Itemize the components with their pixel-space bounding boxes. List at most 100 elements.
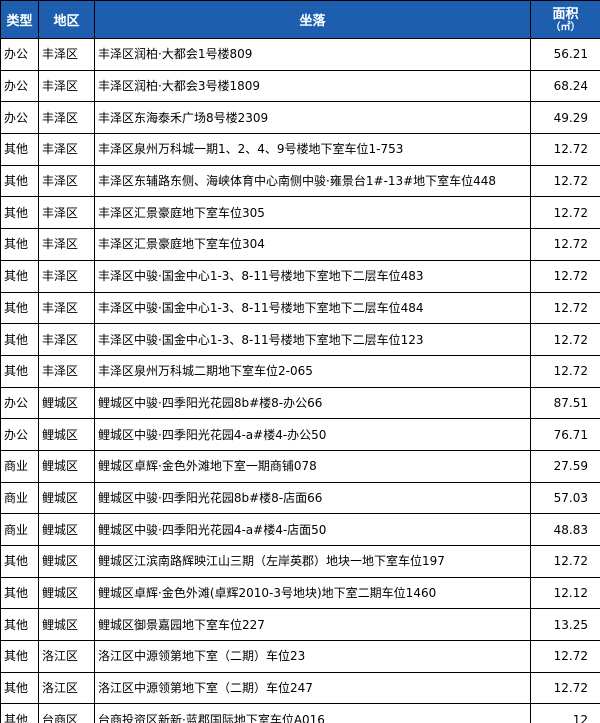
table-row: 其他 丰泽区 丰泽区东辅路东侧、海峡体育中心南侧中骏·雍景台1#-13#地下室车位4… — [0, 164, 600, 198]
district-cell: 丰泽区 — [38, 354, 95, 388]
table-row: 办公 鲤城区 鲤城区中骏·四季阳光花园4-a#楼4-办公50 76.71 — [0, 418, 600, 451]
table-header: 类型 地区 坐落 面积 （㎡） — [0, 0, 600, 39]
type-cell: 商业 — [0, 481, 39, 515]
header-text: 面积 — [552, 6, 579, 22]
district-cell: 鲤城区 — [38, 513, 95, 546]
type-cell: 其他 — [0, 354, 39, 388]
district-cell: 鲤城区 — [38, 608, 95, 642]
area-cell: 68.24 — [530, 69, 600, 103]
district-cell: 丰泽区 — [38, 69, 95, 103]
address-cell: 丰泽区东辅路东侧、海峡体育中心南侧中骏·雍景台1#-13#地下室车位448 — [94, 164, 531, 198]
district-cell: 鲤城区 — [38, 386, 95, 420]
table-row: 其他 鲤城区 鲤城区江滨南路辉映江山三期（左岸英郡）地块一地下室车位197 12.72 — [0, 545, 600, 578]
type-cell: 其他 — [0, 291, 39, 325]
district-cell: 丰泽区 — [38, 101, 95, 135]
area-cell: 12.12 — [530, 576, 600, 610]
district-cell: 鲤城区 — [38, 449, 95, 483]
table-row: 其他 洛江区 洛江区中源领第地下室（二期）车位247 12.72 — [0, 671, 600, 705]
type-cell: 办公 — [0, 69, 39, 103]
table-row: 商业 鲤城区 鲤城区卓辉·金色外滩地下室一期商铺078 27.59 — [0, 449, 600, 483]
area-cell: 12.72 — [530, 671, 600, 705]
table-row: 办公 丰泽区 丰泽区东海泰禾广场8号楼2309 49.29 — [0, 101, 600, 135]
area-cell: 49.29 — [530, 101, 600, 135]
type-cell: 办公 — [0, 38, 39, 71]
table-row: 其他 丰泽区 丰泽区中骏·国金中心1-3、8-11号楼地下室地下二层车位123 12.… — [0, 323, 600, 356]
type-cell: 商业 — [0, 513, 39, 546]
table-row: 其他 洛江区 洛江区中源领第地下室（二期）车位23 12.72 — [0, 640, 600, 673]
area-cell: 48.83 — [530, 513, 600, 546]
area-cell: 87.51 — [530, 386, 600, 420]
district-cell: 丰泽区 — [38, 291, 95, 325]
address-cell: 鲤城区江滨南路辉映江山三期（左岸英郡）地块一地下室车位197 — [94, 545, 531, 578]
area-cell: 13.25 — [530, 608, 600, 642]
district-cell: 丰泽区 — [38, 196, 95, 230]
header-cell: 地区 — [38, 0, 95, 39]
type-cell: 其他 — [0, 259, 39, 293]
district-cell: 鲤城区 — [38, 481, 95, 515]
table-row: 办公 鲤城区 鲤城区中骏·四季阳光花园8b#楼8-办公66 87.51 — [0, 386, 600, 420]
area-cell: 12.72 — [530, 196, 600, 230]
table-row: 其他 丰泽区 丰泽区汇景豪庭地下室车位305 12.72 — [0, 196, 600, 230]
type-cell: 其他 — [0, 196, 39, 230]
type-cell: 办公 — [0, 418, 39, 451]
type-cell: 其他 — [0, 640, 39, 673]
header-row: 类型 地区 坐落 面积 （㎡） — [0, 0, 600, 39]
area-cell: 56.21 — [530, 38, 600, 71]
header-cell: 面积 （㎡） — [530, 0, 600, 39]
type-cell: 其他 — [0, 228, 39, 261]
type-cell: 其他 — [0, 671, 39, 705]
area-cell: 12.72 — [530, 640, 600, 673]
address-cell: 鲤城区卓辉·金色外滩地下室一期商铺078 — [94, 449, 531, 483]
type-cell: 办公 — [0, 101, 39, 135]
address-cell: 丰泽区中骏·国金中心1-3、8-11号楼地下室地下二层车位123 — [94, 323, 531, 356]
district-cell: 丰泽区 — [38, 164, 95, 198]
type-cell: 其他 — [0, 164, 39, 198]
area-cell: 57.03 — [530, 481, 600, 515]
district-cell: 洛江区 — [38, 640, 95, 673]
address-cell: 鲤城区卓辉·金色外滩(卓辉2010-3号地块)地下室二期车位1460 — [94, 576, 531, 610]
area-cell: 12.72 — [530, 133, 600, 166]
address-cell: 丰泽区润柏·大都会3号楼1809 — [94, 69, 531, 103]
district-cell: 鲤城区 — [38, 545, 95, 578]
type-cell: 其他 — [0, 576, 39, 610]
district-cell: 鲤城区 — [38, 418, 95, 451]
address-cell: 洛江区中源领第地下室（二期）车位247 — [94, 671, 531, 705]
district-cell: 台商区 — [38, 703, 95, 723]
table-row: 其他 鲤城区 鲤城区卓辉·金色外滩(卓辉2010-3号地块)地下室二期车位1460 1… — [0, 576, 600, 610]
area-cell: 12.72 — [530, 323, 600, 356]
area-cell: 12.72 — [530, 259, 600, 293]
table-body: 办公 丰泽区 丰泽区润柏·大都会1号楼809 56.21 办公 丰泽区 丰泽区润柏·大都会3… — [0, 38, 600, 723]
table-row: 其他 丰泽区 丰泽区中骏·国金中心1-3、8-11号楼地下室地下二层车位484 12.… — [0, 291, 600, 325]
area-cell: 12.72 — [530, 164, 600, 198]
header-cell: 坐落 — [94, 0, 531, 39]
type-cell: 其他 — [0, 323, 39, 356]
address-cell: 鲤城区中骏·四季阳光花园4-a#楼4-店面50 — [94, 513, 531, 546]
address-cell: 鲤城区中骏·四季阳光花园8b#楼8-店面66 — [94, 481, 531, 515]
address-cell: 丰泽区汇景豪庭地下室车位305 — [94, 196, 531, 230]
table-row: 商业 鲤城区 鲤城区中骏·四季阳光花园4-a#楼4-店面50 48.83 — [0, 513, 600, 546]
table-row: 其他 丰泽区 丰泽区中骏·国金中心1-3、8-11号楼地下室地下二层车位483 12.… — [0, 259, 600, 293]
address-cell: 鲤城区御景嘉园地下室车位227 — [94, 608, 531, 642]
address-cell: 丰泽区润柏·大都会1号楼809 — [94, 38, 531, 71]
area-cell: 76.71 — [530, 418, 600, 451]
district-cell: 鲤城区 — [38, 576, 95, 610]
area-cell: 12.72 — [530, 354, 600, 388]
area-cell: 12.72 — [530, 291, 600, 325]
district-cell: 丰泽区 — [38, 228, 95, 261]
address-cell: 丰泽区中骏·国金中心1-3、8-11号楼地下室地下二层车位484 — [94, 291, 531, 325]
type-cell: 其他 — [0, 545, 39, 578]
type-cell: 办公 — [0, 386, 39, 420]
table-row: 其他 台商区 台商投资区新新·蓝郡国际地下室车位A016 12 — [0, 703, 600, 723]
address-cell: 丰泽区汇景豪庭地下室车位304 — [94, 228, 531, 261]
table-row: 办公 丰泽区 丰泽区润柏·大都会3号楼1809 68.24 — [0, 69, 600, 103]
type-cell: 其他 — [0, 133, 39, 166]
address-cell: 台商投资区新新·蓝郡国际地下室车位A016 — [94, 703, 531, 723]
area-cell: 12.72 — [530, 545, 600, 578]
area-cell: 12 — [530, 703, 600, 723]
address-cell: 鲤城区中骏·四季阳光花园4-a#楼4-办公50 — [94, 418, 531, 451]
district-cell: 丰泽区 — [38, 259, 95, 293]
type-cell: 其他 — [0, 608, 39, 642]
address-cell: 丰泽区中骏·国金中心1-3、8-11号楼地下室地下二层车位483 — [94, 259, 531, 293]
district-cell: 洛江区 — [38, 671, 95, 705]
